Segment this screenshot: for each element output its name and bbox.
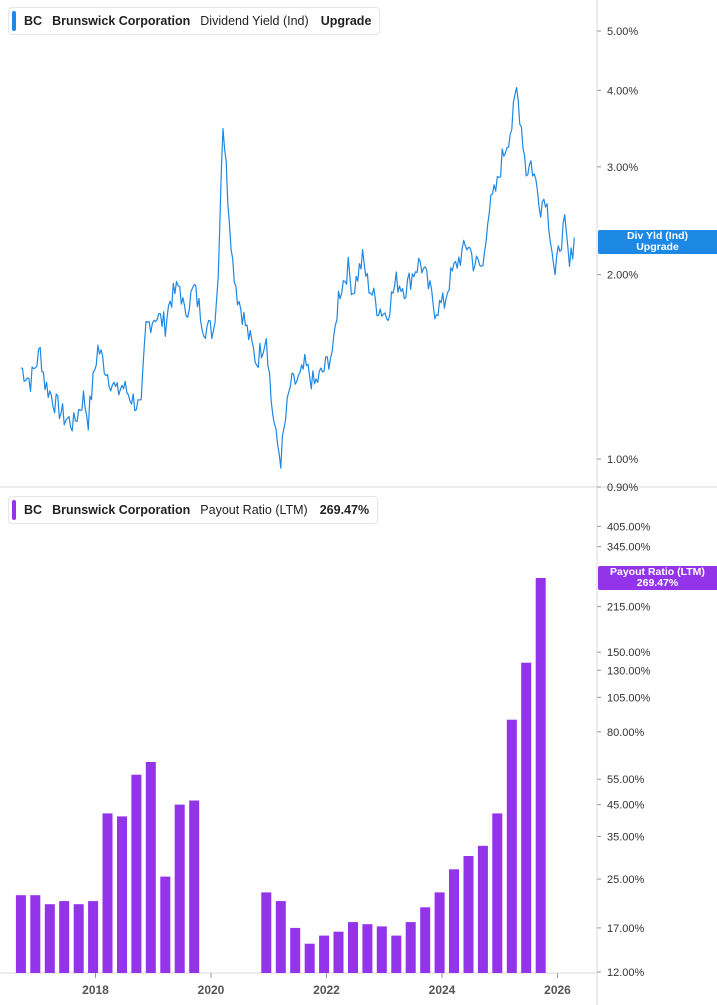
payout-bar <box>376 926 387 973</box>
payout-bar <box>30 895 41 973</box>
payout-bar <box>449 869 459 973</box>
y-tick-label: 105.00% <box>607 692 651 704</box>
y-tick-label: 25.00% <box>607 874 645 886</box>
series-color-swatch <box>12 500 16 520</box>
y-tick-label: 5.00% <box>607 26 638 38</box>
y-tick-label: 17.00% <box>607 923 645 935</box>
payout-bar <box>521 662 532 973</box>
badge-value: Upgrade <box>636 241 679 253</box>
div-yield-price-badge: Div Yld (Ind) Upgrade <box>598 230 717 254</box>
payout-bar <box>405 922 416 973</box>
badge-value: 269.47% <box>636 577 679 589</box>
y-tick-label: 80.00% <box>607 727 645 739</box>
payout-bar <box>102 813 113 973</box>
y-tick-label: 1.00% <box>607 454 638 466</box>
payout-bar <box>463 856 474 973</box>
payout-bar <box>131 774 142 973</box>
payout-ratio-legend[interactable]: BC Brunswick Corporation Payout Ratio (L… <box>8 496 379 524</box>
company-label: Brunswick Corporation <box>52 503 191 517</box>
payout-bar <box>492 813 503 973</box>
ticker-label: BC <box>24 14 43 28</box>
payout-bar <box>319 935 330 973</box>
metric-label: Payout Ratio (LTM) <box>200 503 308 517</box>
payout-bar <box>304 943 315 973</box>
payout-bar <box>362 924 373 973</box>
series-color-swatch <box>12 11 16 31</box>
payout-bar <box>333 931 344 973</box>
y-tick-label: 12.00% <box>607 967 645 979</box>
payout-bar <box>261 892 272 973</box>
badge-title: Div Yld (Ind) <box>626 230 689 242</box>
current-value: 269.47% <box>319 503 370 517</box>
y-tick-label: 0.90% <box>607 482 638 494</box>
payout-bar <box>290 927 301 973</box>
x-tick-label: 2024 <box>429 983 456 997</box>
ticker-label: BC <box>24 503 43 517</box>
upgrade-link[interactable]: Upgrade <box>320 14 372 28</box>
dividend-yield-panel: 5.00% 4.00% 3.00% 2.00% 1.00% 0.90% <box>20 26 638 494</box>
payout-bar <box>160 876 171 973</box>
metric-label: Dividend Yield (Ind) <box>200 14 309 28</box>
payout-bar <box>506 719 517 973</box>
x-tick-label: 2018 <box>82 983 109 997</box>
payout-bar <box>73 904 84 973</box>
x-tick-label: 2026 <box>544 983 571 997</box>
payout-bar <box>174 804 185 973</box>
x-tick-label: 2020 <box>198 983 225 997</box>
y-tick-label: 150.00% <box>607 647 651 659</box>
y-tick-label: 4.00% <box>607 85 638 97</box>
dividend-yield-legend[interactable]: BC Brunswick Corporation Dividend Yield … <box>8 7 381 35</box>
payout-bar <box>189 800 200 973</box>
badge-title: Payout Ratio (LTM) <box>610 566 705 578</box>
payout-bar <box>59 901 70 973</box>
payout-ratio-price-badge: Payout Ratio (LTM) 269.47% <box>598 566 717 590</box>
company-label: Brunswick Corporation <box>52 14 191 28</box>
y-tick-label: 35.00% <box>607 831 645 843</box>
y-tick-label: 215.00% <box>607 602 651 614</box>
y-tick-label: 45.00% <box>607 800 645 812</box>
payout-ratio-panel: 405.00% 345.00% 215.00% 150.00% 130.00% 105.0… <box>15 521 651 979</box>
dividend-yield-line <box>20 87 575 469</box>
payout-bar <box>88 901 99 973</box>
payout-bar <box>15 895 26 973</box>
y-tick-label: 130.00% <box>607 665 651 677</box>
y-tick-label: 345.00% <box>607 542 651 554</box>
y-tick-label: 2.00% <box>607 270 638 282</box>
x-tick-label: 2022 <box>313 983 340 997</box>
payout-bar <box>434 892 445 973</box>
payout-bar <box>391 935 402 973</box>
payout-bar <box>420 907 431 973</box>
y-tick-label: 55.00% <box>607 774 645 786</box>
payout-bar <box>145 762 156 973</box>
payout-bar <box>348 922 358 973</box>
payout-bar <box>535 578 546 973</box>
payout-bar <box>477 845 488 973</box>
y-tick-label: 3.00% <box>607 162 638 174</box>
y-tick-label: 405.00% <box>607 521 651 533</box>
payout-bar <box>117 816 127 973</box>
payout-bar <box>275 901 286 973</box>
payout-bar <box>44 904 55 973</box>
